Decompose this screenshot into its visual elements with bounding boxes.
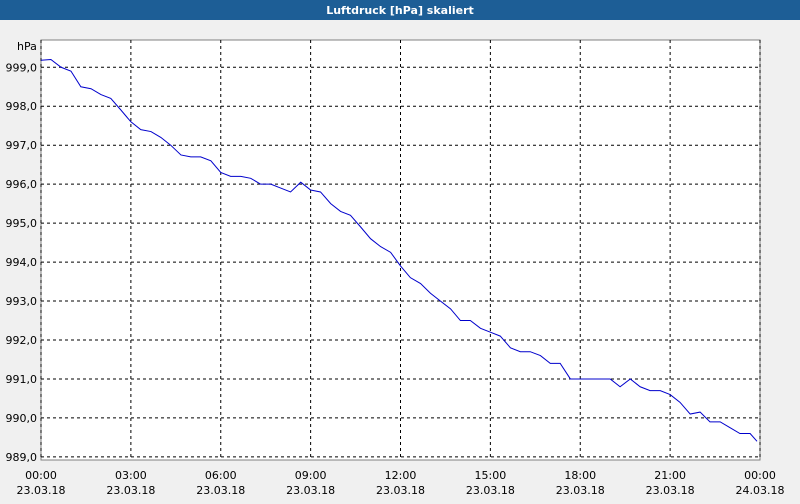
x-tick-label: 00:00 [744,469,776,482]
x-tick-label: 15:00 [475,469,507,482]
y-tick-label: 995,0 [6,217,38,230]
y-tick-label: 993,0 [6,295,38,308]
y-tick-label: 994,0 [6,256,38,269]
x-tick-label: 21:00 [654,469,686,482]
x-tick-date: 23.03.18 [556,484,605,497]
x-tick-date: 23.03.18 [17,484,66,497]
x-tick-label: 06:00 [205,469,237,482]
x-tick-label: 18:00 [564,469,596,482]
y-tick-label: 991,0 [6,373,38,386]
x-tick-label: 03:00 [115,469,147,482]
y-tick-label: 992,0 [6,334,38,347]
y-tick-label: 990,0 [6,412,38,425]
x-tick-date: 23.03.18 [376,484,425,497]
x-tick-date: 23.03.18 [106,484,155,497]
y-tick-label: 989,0 [6,451,38,464]
y-tick-label: 996,0 [6,178,38,191]
x-tick-date: 23.03.18 [466,484,515,497]
x-tick-date: 23.03.18 [196,484,245,497]
x-tick-label: 09:00 [295,469,327,482]
title-bar [0,0,800,20]
chart-title: Luftdruck [hPa] skaliert [326,4,474,17]
y-tick-label: 999,0 [6,61,38,74]
y-unit: hPa [17,40,37,53]
x-tick-label: 12:00 [385,469,417,482]
data-line [40,58,758,442]
x-tick-label: 00:00 [25,469,57,482]
y-tick-label: 997,0 [6,139,38,152]
x-tick-date: 24.03.18 [736,484,785,497]
y-tick-label: 998,0 [6,100,38,113]
x-tick-date: 23.03.18 [646,484,695,497]
x-tick-date: 23.03.18 [286,484,335,497]
